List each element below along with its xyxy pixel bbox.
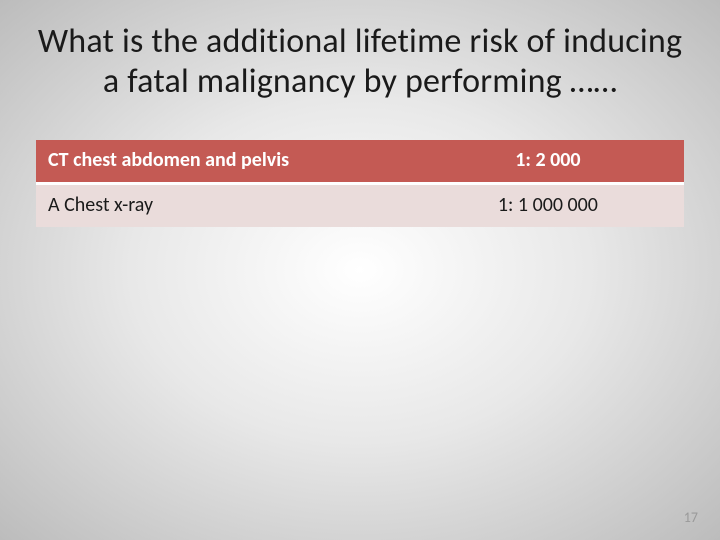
- procedure-cell: A Chest x-ray: [36, 184, 412, 228]
- procedure-cell: CT chest abdomen and pelvis: [36, 140, 412, 184]
- risk-cell: 1: 2 000: [412, 140, 684, 184]
- risk-table: CT chest abdomen and pelvis 1: 2 000 A C…: [36, 140, 684, 227]
- table-row: A Chest x-ray 1: 1 000 000: [36, 184, 684, 228]
- slide-title: What is the additional lifetime risk of …: [36, 22, 684, 102]
- page-number: 17: [684, 509, 698, 526]
- table-row: CT chest abdomen and pelvis 1: 2 000: [36, 140, 684, 184]
- risk-cell: 1: 1 000 000: [412, 184, 684, 228]
- slide: What is the additional lifetime risk of …: [0, 0, 720, 540]
